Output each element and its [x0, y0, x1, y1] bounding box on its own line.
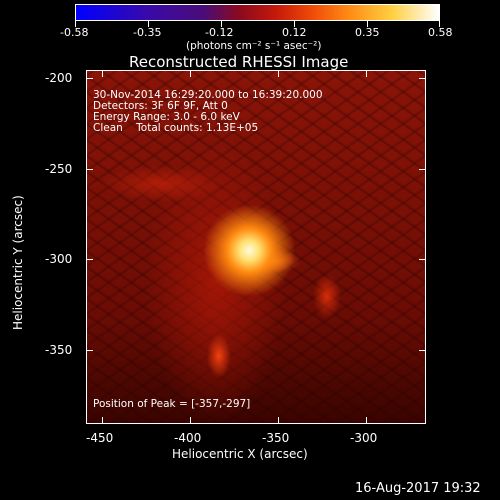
- x-tick-mark-top: [102, 70, 103, 77]
- info-peak-position: Position of Peak = [-357,-297]: [93, 398, 251, 410]
- info-detectors: Detectors: 3F 6F 9F, Att 0: [93, 100, 228, 112]
- colorbar-tick: [439, 21, 440, 27]
- y-tick-label: -200: [45, 71, 73, 85]
- colorbar-tick: [148, 21, 149, 27]
- y-tick-mark: [86, 350, 93, 351]
- x-tick-mark: [190, 417, 191, 424]
- colorbar-tick-label: 0.35: [355, 26, 380, 39]
- y-tick-mark-right: [419, 350, 426, 351]
- colorbar: [75, 4, 440, 21]
- y-tick-mark: [86, 169, 93, 170]
- x-tick-mark-top: [278, 70, 279, 77]
- x-tick-mark: [278, 417, 279, 424]
- info-clean-counts: Clean Total counts: 1.13E+05: [93, 122, 259, 134]
- info-energy-range: Energy Range: 3.0 - 6.0 keV: [93, 111, 240, 123]
- x-tick-label: -450: [86, 431, 114, 445]
- y-axis-label: Heliocentric Y (arcsec): [11, 195, 25, 330]
- x-tick-label: -400: [174, 431, 202, 445]
- colorbar-tick-label: -0.35: [133, 26, 162, 39]
- y-tick-mark-right: [419, 259, 426, 260]
- info-time-range: 30-Nov-2014 16:29:20.000 to 16:39:20.000: [93, 89, 323, 101]
- colorbar-tick: [294, 21, 295, 27]
- y-tick-label: -250: [45, 162, 73, 176]
- y-tick-mark: [86, 259, 93, 260]
- rhessi-image: 30-Nov-2014 16:29:20.000 to 16:39:20.000…: [86, 70, 426, 424]
- colorbar-tick: [75, 21, 76, 27]
- x-tick-mark-top: [190, 70, 191, 77]
- colorbar-tick: [367, 21, 368, 27]
- x-tick-label: -300: [350, 431, 378, 445]
- x-axis-label: Heliocentric X (arcsec): [172, 447, 308, 461]
- colorbar-tick-label: -0.58: [60, 26, 89, 39]
- x-tick-mark: [102, 417, 103, 424]
- colorbar-units: (photons cm⁻² s⁻¹ asec⁻²): [186, 40, 322, 52]
- generation-date: 16-Aug-2017 19:32: [355, 481, 481, 496]
- colorbar-tick-label: 0.12: [282, 26, 307, 39]
- x-tick-mark: [366, 417, 367, 424]
- y-tick-label: -350: [45, 343, 73, 357]
- y-tick-mark: [86, 78, 93, 79]
- x-tick-mark-top: [366, 70, 367, 77]
- x-tick-label: -350: [262, 431, 290, 445]
- plot-title: Reconstructed RHESSI Image: [129, 53, 349, 71]
- colorbar-tick-label: -0.12: [205, 26, 234, 39]
- colorbar-tick-label: 0.58: [428, 26, 453, 39]
- y-tick-label: -300: [45, 252, 73, 266]
- y-tick-mark-right: [419, 169, 426, 170]
- colorbar-tick: [221, 21, 222, 27]
- y-tick-mark-right: [419, 78, 426, 79]
